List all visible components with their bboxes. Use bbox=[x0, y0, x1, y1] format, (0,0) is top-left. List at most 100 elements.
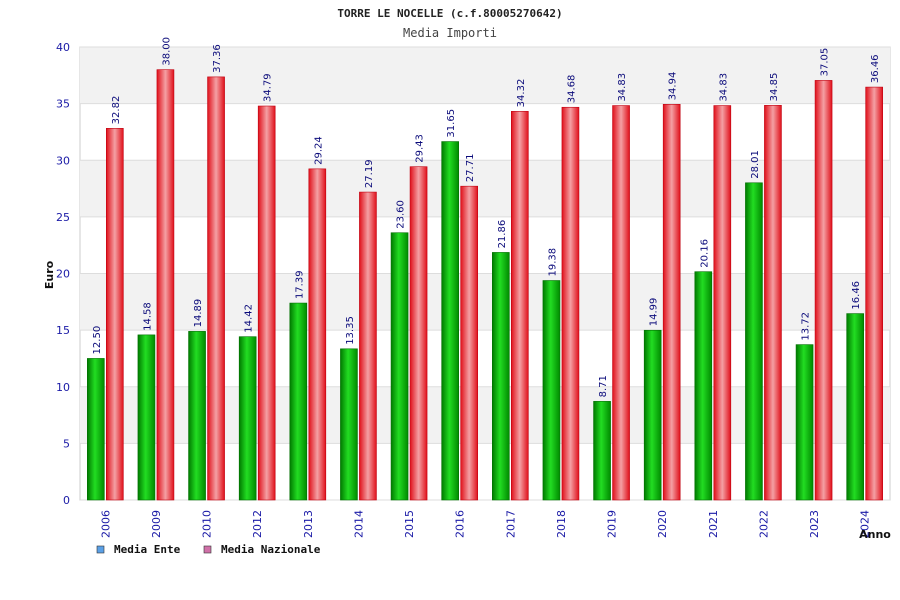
value-label: 29.24 bbox=[313, 136, 324, 165]
x-tick-label: 2023 bbox=[808, 510, 821, 538]
bar-media-ente-2013 bbox=[289, 302, 308, 501]
value-label: 14.42 bbox=[244, 304, 255, 333]
y-axis-ticks: 0 5 10 15 20 25 30 35 40 bbox=[56, 41, 70, 507]
value-label: 34.79 bbox=[263, 73, 274, 102]
value-label: 27.71 bbox=[465, 154, 476, 183]
value-label: 19.38 bbox=[547, 248, 558, 277]
bar-media-nazionale-2012 bbox=[257, 105, 276, 501]
x-tick-label: 2017 bbox=[504, 510, 517, 538]
value-label: 21.86 bbox=[497, 220, 508, 249]
bar-media-ente-2020 bbox=[643, 329, 662, 501]
x-tick-label: 2013 bbox=[302, 510, 315, 538]
bar-media-ente-2014 bbox=[340, 348, 358, 501]
legend-swatch-media-ente bbox=[96, 545, 105, 554]
x-tick-label: 2024 bbox=[859, 510, 872, 538]
bar-media-nazionale-2015 bbox=[409, 166, 428, 501]
x-axis-ticks: 2006 2009 2010 2012 2013 2014 2015 2016 2017 2018… bbox=[99, 510, 871, 538]
y-tick-label: 30 bbox=[56, 154, 70, 167]
x-tick-label: 2021 bbox=[707, 510, 720, 538]
bar-media-ente-2018 bbox=[542, 280, 561, 501]
value-labels: 12.50 32.82 14.58 38.00 14.89 37.36 14.42 34.79… bbox=[92, 37, 881, 397]
bar-media-nazionale-2020 bbox=[662, 104, 681, 501]
bar-media-ente-2015 bbox=[390, 232, 409, 501]
legend-label-media-ente: Media Ente bbox=[114, 543, 181, 556]
x-tick-label: 2009 bbox=[150, 510, 163, 538]
value-label: 34.94 bbox=[668, 72, 679, 101]
value-label: 32.82 bbox=[111, 96, 122, 125]
value-label: 23.60 bbox=[396, 200, 407, 229]
value-label: 37.05 bbox=[820, 48, 831, 77]
x-tick-label: 2020 bbox=[656, 510, 669, 538]
x-tick-label: 2019 bbox=[606, 510, 619, 538]
y-tick-label: 0 bbox=[63, 494, 70, 507]
x-tick-label: 2016 bbox=[454, 510, 467, 538]
bar-media-ente-2009 bbox=[137, 334, 156, 501]
bar-media-nazionale-2010 bbox=[207, 76, 225, 501]
value-label: 14.99 bbox=[649, 298, 660, 327]
value-label: 14.58 bbox=[142, 302, 153, 331]
x-tick-label: 2014 bbox=[352, 510, 365, 538]
bar-media-nazionale-2013 bbox=[308, 168, 327, 501]
bar-media-nazionale-2017 bbox=[511, 111, 529, 501]
value-label: 28.01 bbox=[750, 150, 761, 179]
value-label: 34.83 bbox=[718, 73, 729, 102]
y-tick-label: 25 bbox=[56, 211, 70, 224]
bar-media-ente-2024 bbox=[846, 313, 864, 501]
legend-swatch-media-nazionale bbox=[203, 545, 212, 554]
value-label: 8.71 bbox=[598, 375, 609, 397]
x-tick-label: 2010 bbox=[201, 510, 214, 538]
bar-media-nazionale-2016 bbox=[460, 185, 478, 501]
y-tick-label: 20 bbox=[56, 268, 70, 281]
chart-title: TORRE LE NOCELLE (c.f.80005270642) bbox=[337, 7, 562, 20]
legend: Media Ente Media Nazionale bbox=[96, 543, 321, 556]
y-axis-label: Euro bbox=[43, 260, 56, 289]
bar-media-ente-2019 bbox=[593, 401, 611, 501]
value-label: 34.85 bbox=[769, 73, 780, 102]
bar-media-nazionale-2006 bbox=[106, 128, 124, 501]
value-label: 36.46 bbox=[870, 54, 881, 83]
value-label: 27.19 bbox=[364, 159, 375, 188]
value-label: 20.16 bbox=[699, 239, 710, 268]
value-label: 13.35 bbox=[345, 316, 356, 345]
y-tick-label: 15 bbox=[56, 324, 70, 337]
chart-subtitle: Media Importi bbox=[403, 26, 497, 40]
value-label: 37.36 bbox=[212, 44, 223, 73]
y-tick-label: 35 bbox=[56, 98, 70, 111]
bar-media-ente-2010 bbox=[188, 331, 206, 501]
bar-media-nazionale-2021 bbox=[713, 105, 732, 501]
x-tick-label: 2006 bbox=[99, 510, 112, 538]
value-label: 13.72 bbox=[801, 312, 812, 341]
value-label: 34.83 bbox=[617, 73, 628, 102]
bar-media-ente-2022 bbox=[745, 182, 763, 501]
x-tick-label: 2015 bbox=[403, 510, 416, 538]
bar-media-nazionale-2019 bbox=[612, 105, 630, 501]
bars bbox=[87, 69, 883, 501]
x-axis-label: Anno bbox=[859, 528, 891, 541]
y-tick-label: 10 bbox=[56, 381, 70, 394]
value-label: 16.46 bbox=[851, 281, 862, 310]
bar-media-nazionale-2022 bbox=[764, 105, 782, 501]
y-tick-label: 5 bbox=[63, 437, 70, 450]
value-label: 12.50 bbox=[92, 326, 103, 355]
value-label: 31.65 bbox=[446, 109, 457, 138]
bar-media-nazionale-2024 bbox=[865, 86, 883, 501]
bar-media-ente-2012 bbox=[238, 336, 257, 501]
x-tick-label: 2018 bbox=[555, 510, 568, 538]
value-label: 38.00 bbox=[161, 37, 172, 66]
bar-media-ente-2021 bbox=[694, 271, 713, 501]
legend-label-media-nazionale: Media Nazionale bbox=[221, 543, 321, 556]
x-tick-label: 2012 bbox=[251, 510, 264, 538]
value-label: 14.89 bbox=[193, 299, 204, 328]
bar-media-nazionale-2018 bbox=[561, 106, 580, 501]
value-label: 34.68 bbox=[566, 75, 577, 104]
bar-media-ente-2016 bbox=[441, 141, 459, 501]
bar-media-ente-2023 bbox=[795, 344, 814, 501]
value-label: 29.43 bbox=[415, 134, 426, 163]
value-label: 17.39 bbox=[294, 270, 305, 299]
y-tick-label: 40 bbox=[56, 41, 70, 54]
bar-media-ente-2017 bbox=[492, 252, 510, 501]
bar-media-nazionale-2014 bbox=[359, 191, 377, 501]
value-label: 34.32 bbox=[516, 79, 527, 108]
x-tick-label: 2022 bbox=[757, 510, 770, 538]
